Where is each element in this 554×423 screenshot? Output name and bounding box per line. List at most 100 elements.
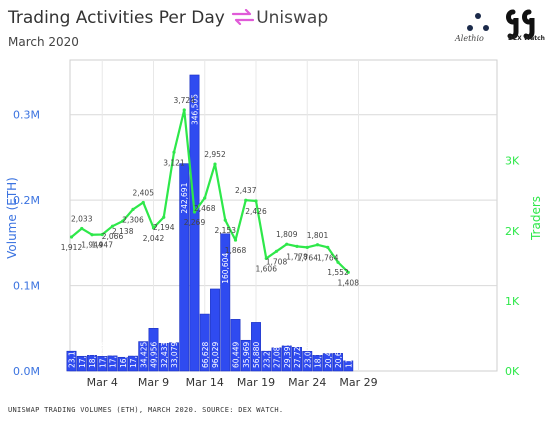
volume-data-label: 160,604 [221, 253, 230, 284]
traders-data-label: 1,552 [327, 268, 349, 277]
volume-data-label: 27,086 [273, 342, 282, 368]
traders-data-label: 1,606 [256, 264, 278, 273]
volume-bar [292, 347, 302, 372]
traders-data-label: 2,269 [184, 218, 206, 227]
x-tick-label: Mar 9 [138, 376, 169, 389]
traders-point [213, 162, 217, 166]
volume-data-label: 23,1.. [68, 347, 77, 368]
traders-point [192, 210, 197, 214]
volume-data-label: 17,699 [109, 342, 118, 368]
traders-point [346, 270, 350, 274]
traders-data-label: 2,952 [204, 150, 226, 159]
volume-data-label: 20,658 [334, 342, 343, 368]
traders-point [80, 226, 84, 231]
volume-data-label: 27,720 [293, 342, 302, 368]
traders-point [336, 260, 340, 264]
alethio-logo-icon [467, 13, 489, 31]
traders-data-label: 1,947 [92, 241, 114, 250]
volume-bar [312, 355, 323, 372]
traders-data-label: 2,437 [235, 186, 257, 195]
traders-point [69, 235, 74, 239]
traders-data-label: 2,405 [133, 188, 155, 197]
volume-bar [169, 342, 179, 372]
volume-bar [261, 350, 272, 372]
y-left-tick-label: 0.3M [13, 109, 40, 122]
y-right-tick-label: 1K [505, 295, 520, 308]
traders-data-label: 2,306 [122, 215, 144, 224]
volume-bar [271, 347, 282, 372]
traders-data-label: 1,408 [338, 278, 360, 287]
x-tick-label: Mar 29 [339, 376, 377, 389]
traders-data-label: 2,066 [102, 232, 124, 241]
traders-point [233, 238, 238, 242]
volume-bar [97, 356, 108, 372]
traders-point [326, 245, 330, 249]
x-tick-label: Mar 14 [186, 376, 224, 389]
volume-data-label: 16,074 [119, 342, 128, 368]
traders-data-label: 1,764 [297, 253, 319, 262]
volume-bar [66, 350, 77, 372]
chart-area: 0.0M 0.1M 0.2M 0.3M 0K 1K 2K 3K Mar 4 Mar 9 Mar 14… [5, 59, 543, 389]
volume-bar [117, 356, 128, 372]
volume-data-label: 49,956 [150, 342, 159, 368]
traders-point [172, 150, 176, 154]
volume-bar [128, 355, 138, 372]
traders-data-label: 1,868 [225, 246, 247, 255]
volume-data-label: 17,248 [78, 342, 87, 368]
traders-data-label: 2,468 [194, 204, 216, 213]
volume-bar [220, 233, 231, 372]
y-right-tick-label: 3K [505, 155, 520, 168]
traders-point [285, 242, 289, 246]
volume-data-label: 346,505 [191, 94, 200, 125]
x-tick-label: Mar 24 [288, 376, 326, 389]
volume-data-label: 17,156 [98, 342, 107, 368]
alethio-logo-text: Alethio [455, 34, 484, 43]
traders-point [182, 108, 186, 112]
traders-data-label: 1,778 [286, 252, 308, 261]
traders-point [162, 215, 166, 219]
volume-bar [179, 163, 190, 372]
volume-bar [87, 355, 97, 372]
x-tick-label: Mar 19 [237, 376, 275, 389]
volume-bar [333, 353, 343, 372]
volume-bar [107, 355, 118, 372]
volume-bar [343, 360, 354, 372]
chart-caption: UNISWAP TRADING VOLUMES (ETH), MARCH 202… [8, 406, 284, 414]
volume-bar [322, 353, 333, 372]
traders-data-label: 1,912 [61, 243, 83, 252]
y-left-tick-label: 0.2M [13, 194, 40, 207]
volume-data-label: 23,004 [303, 342, 312, 368]
volume-bar [76, 355, 87, 372]
traders-point [264, 256, 268, 261]
page-subtitle: March 2020 [8, 35, 79, 49]
traders-point [315, 243, 320, 247]
volume-data-label: 29,395 [283, 342, 292, 368]
volume-bar [199, 313, 210, 372]
volume-data-label: 34,425 [139, 342, 148, 368]
y-left-tick-label: 0.1M [13, 280, 40, 293]
title-brand: Uniswap [256, 8, 329, 28]
traders-point [274, 249, 279, 253]
traders-data-label: 1,944 [81, 241, 103, 250]
traders-point [90, 233, 94, 237]
volume-data-label: 17,470 [129, 342, 138, 368]
traders-point [100, 232, 104, 237]
traders-data-label: 2,426 [245, 207, 267, 216]
volume-data-label: 20,421 [324, 342, 333, 368]
traders-point [244, 198, 248, 202]
volume-data-label: 18,338 [88, 342, 97, 368]
volume-data-label: 56,880 [252, 342, 261, 368]
volume-bar [189, 74, 200, 372]
traders-point [121, 219, 125, 223]
traders-data-label: 2,194 [153, 223, 175, 232]
volume-bar [240, 339, 251, 372]
traders-line [70, 108, 350, 274]
traders-data-label: 2,033 [71, 215, 93, 224]
volume-data-label: 66,628 [201, 342, 210, 368]
traders-data-label: 3,724 [174, 96, 196, 105]
y-right-axis-title: Traders [529, 196, 543, 241]
volume-bar [251, 322, 261, 372]
traders-point [254, 199, 258, 203]
title-text: Trading Activities Per Day [8, 8, 225, 28]
traders-data-label: 1,708 [266, 257, 288, 266]
